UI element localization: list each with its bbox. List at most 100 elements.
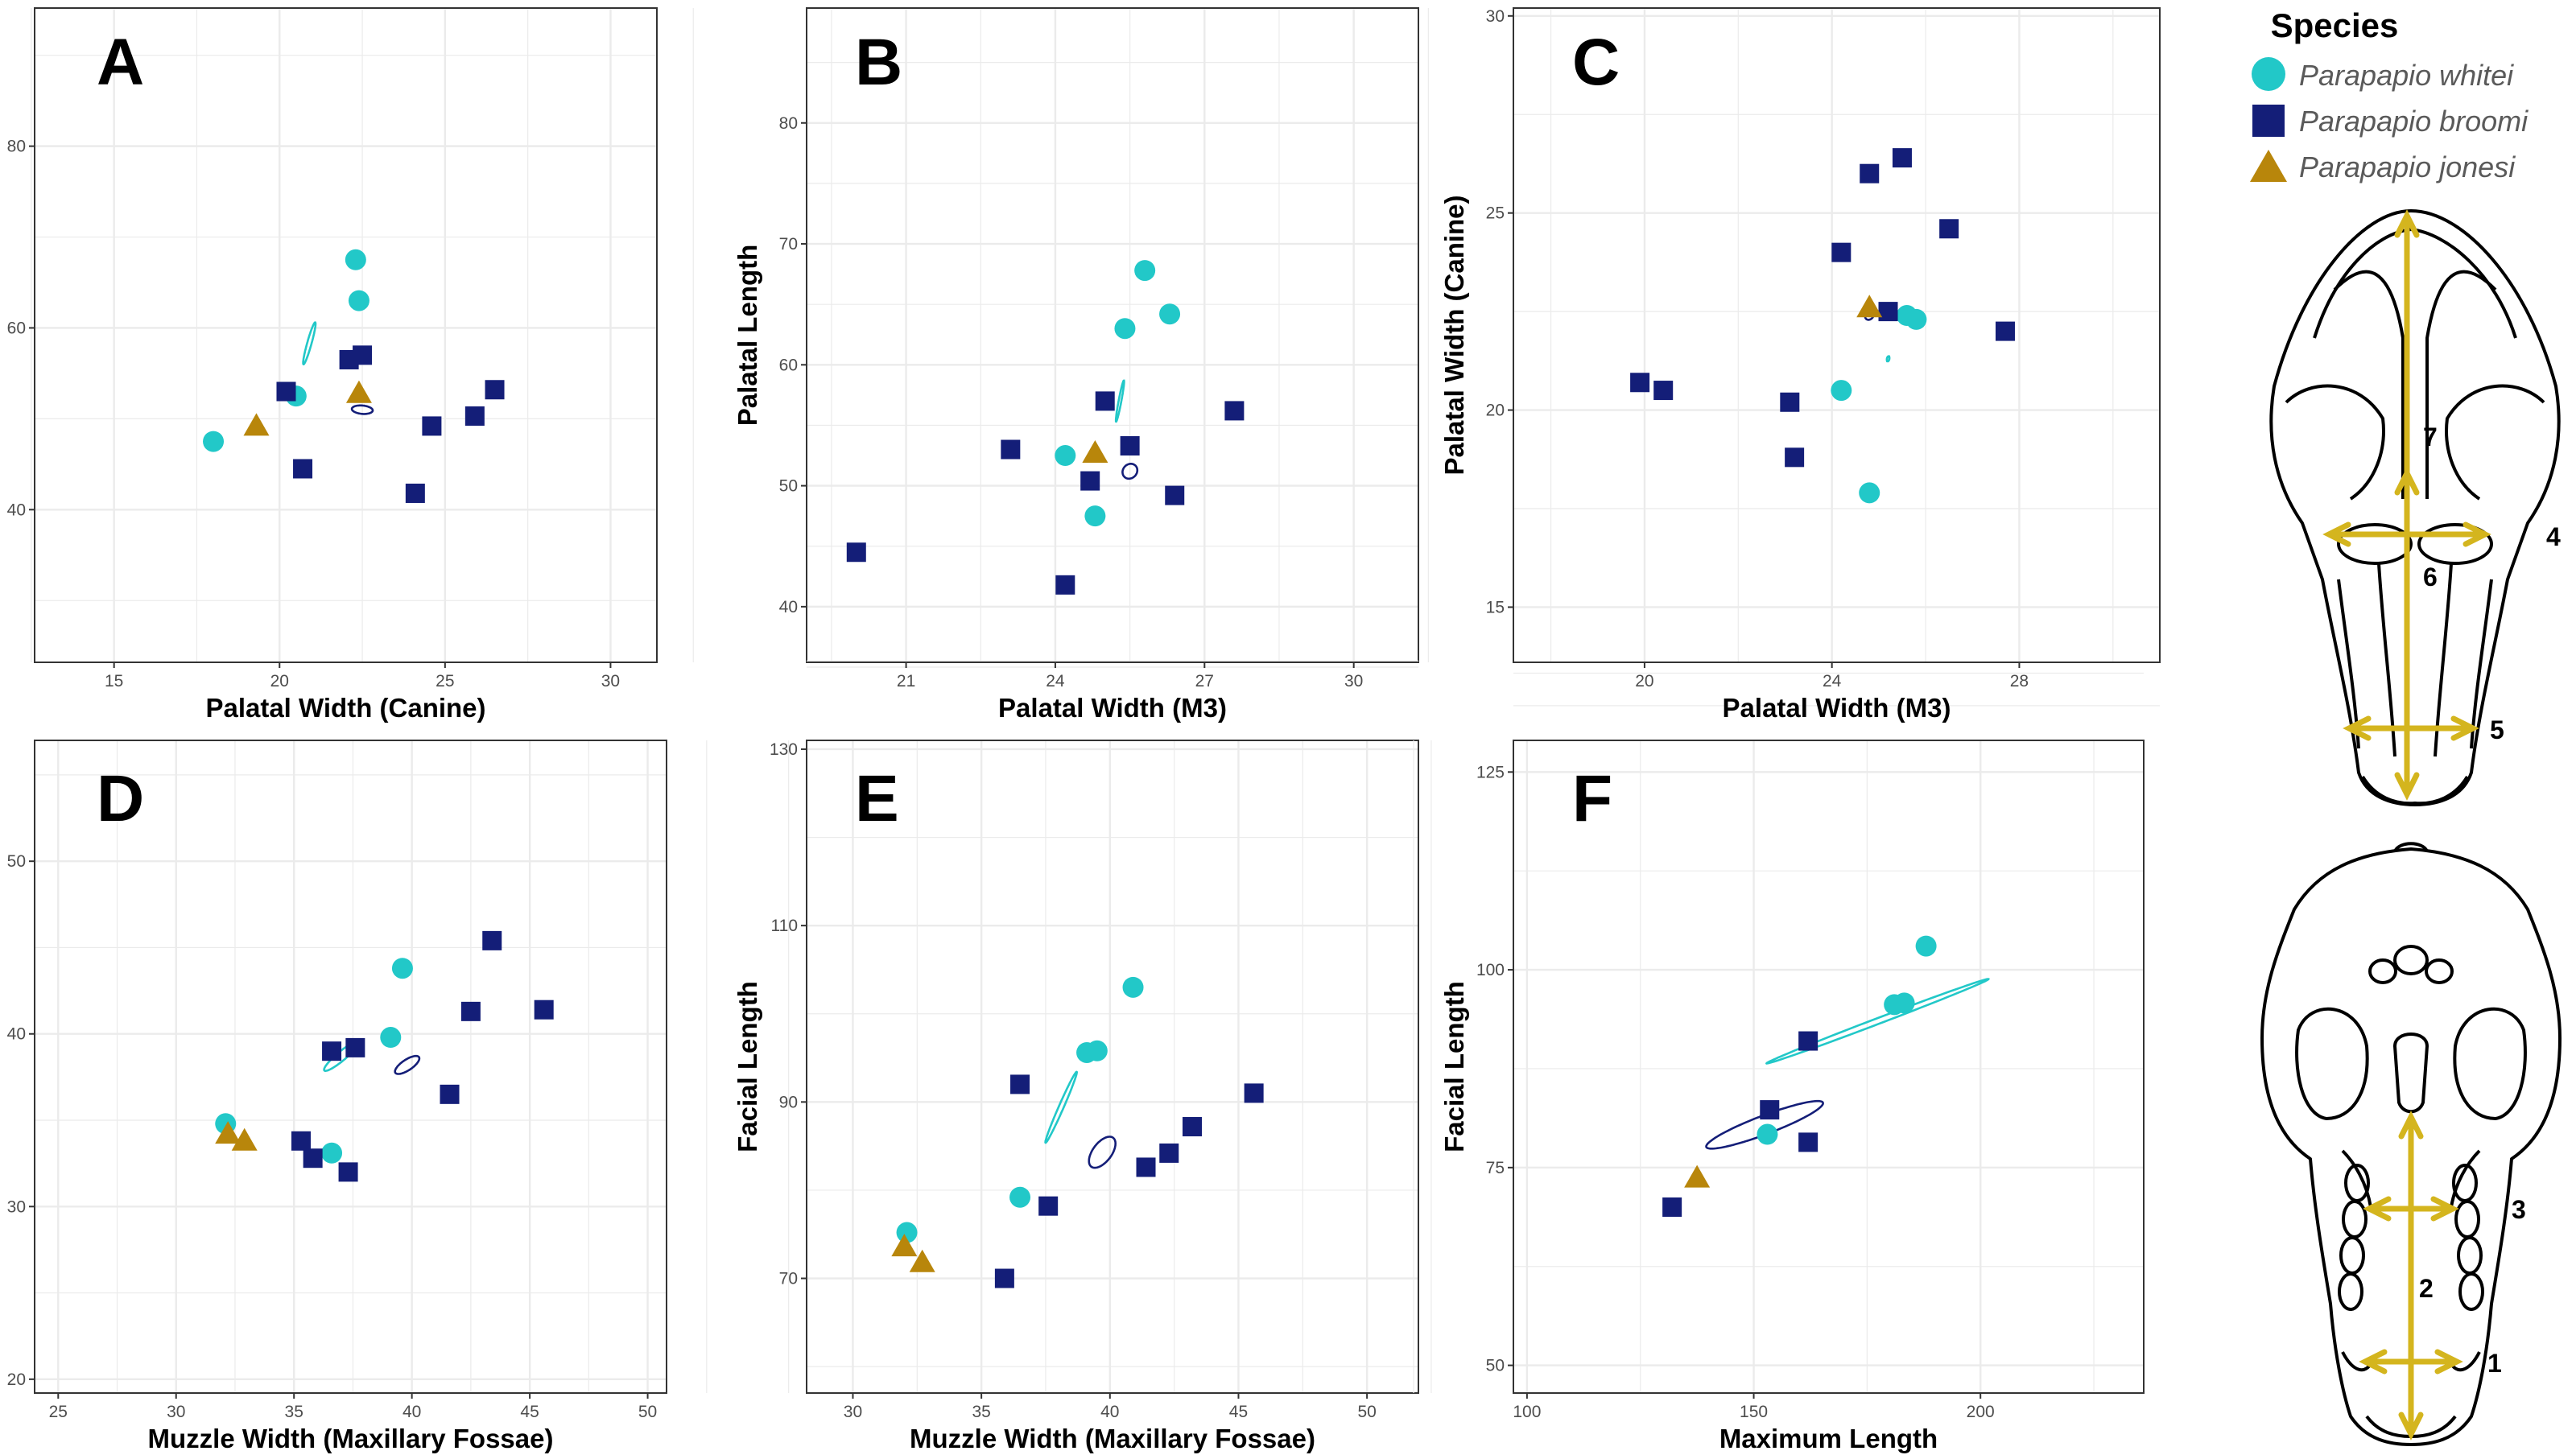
x-tick-label: 150 — [1740, 1403, 1768, 1421]
x-tick-label: 24 — [1823, 672, 1842, 690]
point-jonesi — [891, 1234, 918, 1257]
legend-label-broomi: Parapapio broomi — [2299, 105, 2529, 138]
y-tick-label: 80 — [779, 114, 798, 133]
point-broomi — [291, 1131, 311, 1151]
plot-content — [846, 260, 1245, 595]
x-tick-label: 20 — [270, 672, 289, 690]
legend-label-jonesi: Parapapio jonesi — [2299, 150, 2516, 183]
measurement-lines-bottom — [2359, 1111, 2463, 1441]
y-axis-label: Facial Length — [1439, 981, 1469, 1152]
point-broomi — [1055, 575, 1075, 595]
plot-area — [35, 8, 657, 662]
legend-label-whitei: Parapapio whitei — [2299, 59, 2514, 92]
x-tick-label: 21 — [897, 672, 915, 690]
gridlines — [35, 740, 708, 1393]
plot-border — [1513, 7, 2161, 663]
legend-title: Species — [2271, 6, 2399, 44]
point-broomi — [353, 345, 373, 365]
x-tick-label: 24 — [1046, 672, 1065, 690]
x-tick-label: 30 — [844, 1403, 862, 1421]
y-tick-label: 25 — [1486, 204, 1505, 223]
measure-label-4: 4 — [2546, 522, 2561, 551]
scatter-panels: 15 20 25 30 40 60 80 Palatal Width (Canine) Pala… — [7, 7, 2161, 1453]
point-broomi — [846, 542, 866, 563]
point-broomi — [440, 1084, 460, 1104]
point-broomi — [994, 1268, 1014, 1288]
panel-letter: F — [1572, 762, 1612, 835]
point-whitei — [380, 1027, 402, 1049]
point-whitei — [345, 249, 366, 270]
ellipse-broomi — [1705, 1099, 1824, 1150]
measure-label-2: 2 — [2419, 1274, 2434, 1303]
y-tick-label: 15 — [1486, 598, 1505, 616]
y-tick-label: 20 — [1486, 402, 1505, 420]
y-tick-label: 80 — [7, 138, 26, 156]
gridlines — [31, 8, 694, 662]
x-tick-label: 25 — [436, 672, 454, 690]
point-broomi — [1120, 436, 1140, 456]
ellipse-whitei — [1114, 379, 1125, 423]
measure-label-7: 7 — [2423, 422, 2438, 451]
panel-b: 21 24 27 30 40 50 60 70 80 Palatal Width (M3) Pala… — [733, 7, 1429, 723]
y-tick-label: 20 — [7, 1371, 26, 1389]
point-broomi — [1798, 1031, 1818, 1051]
point-broomi — [1010, 1074, 1030, 1094]
point-whitei — [1122, 976, 1144, 998]
point-jonesi — [231, 1127, 258, 1151]
ellipse-whitei — [302, 321, 317, 366]
point-broomi — [482, 930, 502, 950]
point-broomi — [1860, 163, 1880, 183]
point-jonesi — [1082, 440, 1108, 464]
point-broomi — [345, 1037, 365, 1057]
x-tick-label: 30 — [167, 1403, 185, 1421]
plot-area — [807, 8, 1418, 662]
point-broomi — [293, 459, 313, 479]
skull-lateral-view-icon — [2260, 842, 2562, 1446]
point-whitei — [1905, 308, 1927, 330]
point-broomi — [322, 1041, 342, 1061]
point-jonesi — [215, 1121, 242, 1144]
point-broomi — [1939, 219, 1959, 239]
point-broomi — [460, 1001, 481, 1021]
point-broomi — [303, 1148, 323, 1169]
point-whitei — [348, 290, 369, 311]
point-jonesi — [909, 1249, 935, 1272]
plot-area — [35, 740, 667, 1393]
x-axis-label: Palatal Width (M3) — [1723, 693, 1951, 723]
x-tick-label: 40 — [402, 1403, 421, 1421]
y-tick-label: 30 — [7, 1197, 26, 1216]
plot-border — [34, 7, 658, 663]
y-tick-label: 75 — [1486, 1159, 1505, 1177]
x-axis-label: Palatal Width (Canine) — [205, 693, 485, 723]
tick-labels: 20 24 28 15 20 25 30 — [1486, 7, 2029, 690]
point-broomi — [1785, 447, 1805, 468]
x-tick-label: 200 — [1967, 1403, 1995, 1421]
point-broomi — [1136, 1157, 1156, 1177]
x-axis-label: Maximum Length — [1719, 1424, 1938, 1453]
y-tick-label: 40 — [7, 1025, 26, 1044]
panel-letter: E — [855, 762, 899, 835]
point-whitei — [1915, 935, 1937, 957]
point-jonesi — [1856, 295, 1883, 318]
panel-letter: A — [97, 26, 144, 99]
legend: Species Parapapio whitei Parapapio broom… — [2250, 6, 2529, 183]
point-broomi — [1224, 401, 1245, 421]
legend-marker-jonesi — [2250, 150, 2287, 182]
point-whitei — [896, 1222, 918, 1243]
x-tick-label: 20 — [1635, 672, 1653, 690]
point-whitei — [1084, 505, 1106, 527]
y-tick-label: 50 — [7, 852, 26, 871]
x-tick-label: 50 — [1357, 1403, 1376, 1421]
y-tick-label: 110 — [771, 917, 798, 935]
point-broomi — [1662, 1197, 1682, 1217]
y-tick-label: 70 — [779, 1270, 798, 1288]
point-whitei — [391, 958, 413, 979]
panel-letter: D — [97, 762, 144, 835]
point-broomi — [464, 406, 485, 426]
panel-d: 25 30 35 40 45 50 20 30 40 50 Muzzle Width (Maxill… — [7, 740, 708, 1453]
plot-area — [1513, 740, 2144, 1393]
panel-e: 30 35 40 45 50 70 90 110 130 Muzzle Width (Maxill… — [733, 660, 1432, 1453]
x-tick-label: 50 — [638, 1403, 657, 1421]
